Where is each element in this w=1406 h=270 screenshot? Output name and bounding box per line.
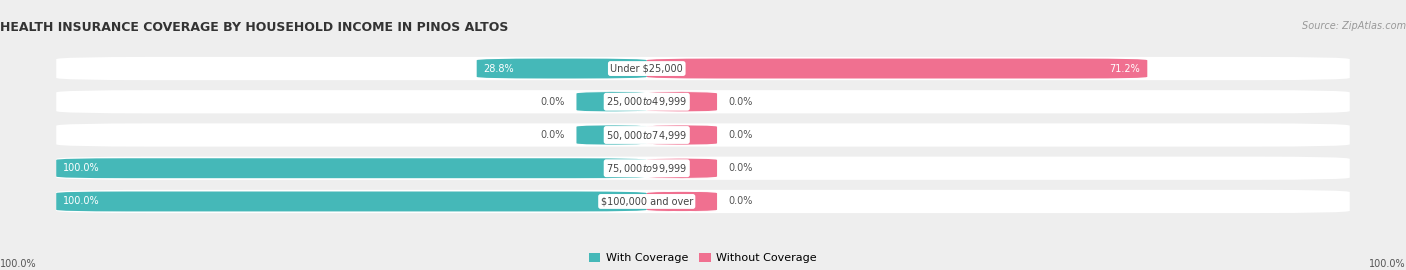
Text: 100.0%: 100.0% <box>63 197 100 207</box>
FancyBboxPatch shape <box>56 191 647 211</box>
Legend: With Coverage, Without Coverage: With Coverage, Without Coverage <box>585 248 821 268</box>
Text: 0.0%: 0.0% <box>728 197 752 207</box>
Text: 100.0%: 100.0% <box>63 163 100 173</box>
Text: $100,000 and over: $100,000 and over <box>600 197 693 207</box>
FancyBboxPatch shape <box>647 59 1147 79</box>
Text: Source: ZipAtlas.com: Source: ZipAtlas.com <box>1302 21 1406 31</box>
Text: 100.0%: 100.0% <box>1369 259 1406 269</box>
FancyBboxPatch shape <box>647 191 717 211</box>
FancyBboxPatch shape <box>56 123 1350 147</box>
FancyBboxPatch shape <box>56 158 647 178</box>
FancyBboxPatch shape <box>56 57 1350 80</box>
FancyBboxPatch shape <box>647 125 717 145</box>
Text: Under $25,000: Under $25,000 <box>610 63 683 73</box>
FancyBboxPatch shape <box>56 190 1350 213</box>
Text: 0.0%: 0.0% <box>541 97 565 107</box>
FancyBboxPatch shape <box>477 59 647 79</box>
Text: 0.0%: 0.0% <box>728 163 752 173</box>
FancyBboxPatch shape <box>56 90 1350 113</box>
Text: HEALTH INSURANCE COVERAGE BY HOUSEHOLD INCOME IN PINOS ALTOS: HEALTH INSURANCE COVERAGE BY HOUSEHOLD I… <box>0 21 509 34</box>
Text: 100.0%: 100.0% <box>0 259 37 269</box>
FancyBboxPatch shape <box>576 92 647 112</box>
Text: 71.2%: 71.2% <box>1109 63 1140 73</box>
Text: $25,000 to $49,999: $25,000 to $49,999 <box>606 95 688 108</box>
Text: 0.0%: 0.0% <box>728 97 752 107</box>
FancyBboxPatch shape <box>647 92 717 112</box>
Text: 0.0%: 0.0% <box>541 130 565 140</box>
Text: 28.8%: 28.8% <box>484 63 515 73</box>
Text: $50,000 to $74,999: $50,000 to $74,999 <box>606 129 688 141</box>
FancyBboxPatch shape <box>647 158 717 178</box>
FancyBboxPatch shape <box>576 125 647 145</box>
Text: 0.0%: 0.0% <box>728 130 752 140</box>
FancyBboxPatch shape <box>56 157 1350 180</box>
Text: $75,000 to $99,999: $75,000 to $99,999 <box>606 162 688 175</box>
